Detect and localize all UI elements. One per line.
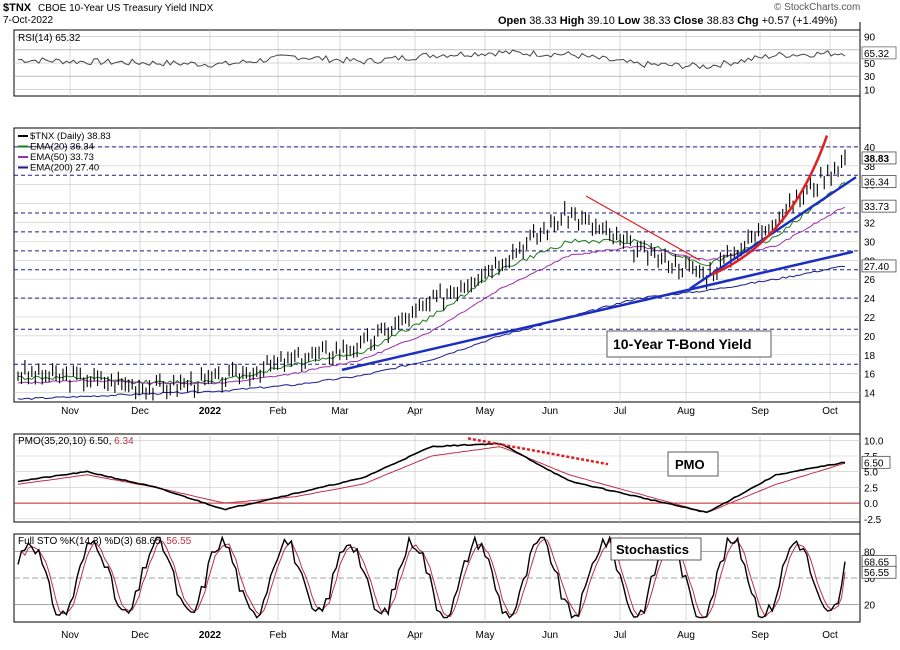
x-tick-label: Dec [131,630,149,641]
price-tick-label: 20 [864,332,876,343]
x-tick-label: Apr [407,630,423,641]
price-tick-label: 40 [864,143,876,154]
price-value-text: 38.83 [864,154,889,165]
pmo-tick-label: 0.0 [864,499,878,510]
price-value-text: 27.40 [864,262,889,273]
x-tick-label: Oct [822,406,838,417]
price-tick-label: 38 [864,162,876,173]
pmo-value-tag [861,455,891,469]
x-tick-label: 2022 [199,406,222,417]
pmo-tick-label: 2.5 [864,483,878,494]
pmo-legend: PMO(35,20,10) 6.50, 6.34 [18,436,134,447]
price-value-text: 36.34 [864,177,889,188]
sto-k-line [17,535,846,619]
sto-value-tag [861,565,897,579]
price-value-tag [861,151,897,165]
price-bars [17,149,846,401]
pmo-line [17,442,846,514]
instrument-name: CBOE 10-Year US Treasury Yield INDX [38,3,214,14]
price-value-tag [861,175,897,188]
price-tick-label: 16 [864,370,876,381]
x-tick-label: Sep [751,406,769,417]
sto-value-text: 68.65 [864,558,889,569]
chart-date: 7-Oct-2022 [3,15,54,26]
annotation-pmo: PMO [675,457,705,472]
ohlc-readout: Open 38.33 High 39.10 Low 38.33 Close 38… [498,15,838,27]
annotation-box-pmo [667,451,719,477]
x-tick-label: Dec [131,406,149,417]
price-tick-label: 26 [864,275,876,286]
sto-tick-label: 80 [864,548,876,559]
ema200-line [17,265,846,400]
rsi-value-tag [861,46,897,60]
price-tick-label: 22 [864,313,876,324]
pmo-divergence-line [467,437,609,466]
pmo-value-text: 6.50 [864,458,884,469]
x-tick-label: Mar [331,406,349,417]
price-value-text: 33.73 [864,202,889,213]
rsi-legend: RSI(14) 65.32 [18,33,81,44]
rsi-line [17,49,846,70]
price-tick-label: 18 [864,351,876,362]
x-tick-label: Aug [677,630,695,641]
rsi-tick-label: 10 [864,85,876,96]
short-term-trendline [689,176,857,290]
pmo-tick-label: 5.0 [864,468,878,479]
ema20-line [17,182,846,386]
x-tick-label: Oct [822,630,838,641]
rsi-value-text: 65.32 [864,49,889,60]
sto-value-text: 56.55 [864,568,889,579]
x-tick-label: Sep [751,630,769,641]
price-tick-label: 30 [864,237,876,248]
x-tick-label: Jun [542,630,558,641]
price-tick-label: 14 [864,389,876,400]
sto-tick-label: 50 [864,574,876,585]
annotation-sto: Stochastics [616,542,689,557]
rsi-tick-label: 30 [864,72,876,83]
price-legend-entry: EMA(200) 27.40 [30,163,99,174]
copyright: © StockCharts.com [774,2,861,13]
pmo-signal-line [17,446,846,513]
long-term-trendline [341,250,854,372]
sto-tick-label: 20 [864,600,876,611]
pmo-tick-label: -2.5 [864,515,882,526]
x-tick-label: Jun [542,406,558,417]
descending-trendline [585,195,701,261]
price-value-tag [861,259,897,273]
x-tick-label: Nov [61,630,79,641]
x-tick-label: Jul [614,630,627,641]
x-tick-label: Nov [61,406,79,417]
parabolic-curve [711,135,829,276]
annotation-box-tbond [606,330,772,358]
price-tick-label: 32 [864,218,876,229]
rsi-tick-label: 50 [864,59,876,70]
price-legend-entry: $TNX (Daily) 38.83 [30,131,111,142]
x-tick-label: May [476,406,495,417]
price-legend-entry: EMA(20) 36.34 [30,142,94,153]
x-tick-label: 2022 [199,630,222,641]
x-tick-label: Feb [269,630,287,641]
x-tick-label: Jul [614,406,627,417]
ema50-line [17,206,846,385]
symbol: $TNX [3,2,32,14]
x-tick-label: Aug [677,406,695,417]
annotation-tbond: 10-Year T-Bond Yield [613,336,752,352]
price-tick-label: 24 [864,294,876,305]
sto-legend: Full STO %K(14,3) %D(3) 68.65, 56.55 [18,536,192,547]
pmo-tick-label: 10.0 [864,436,884,447]
x-tick-label: May [476,630,495,641]
x-tick-label: Feb [269,406,287,417]
annotation-box-sto [610,537,702,561]
rsi-tick-label: 90 [864,33,876,44]
price-value-tag [861,199,897,213]
price-legend-entry: EMA(50) 33.73 [30,152,94,163]
x-tick-label: Apr [407,406,423,417]
x-tick-label: Mar [331,630,349,641]
